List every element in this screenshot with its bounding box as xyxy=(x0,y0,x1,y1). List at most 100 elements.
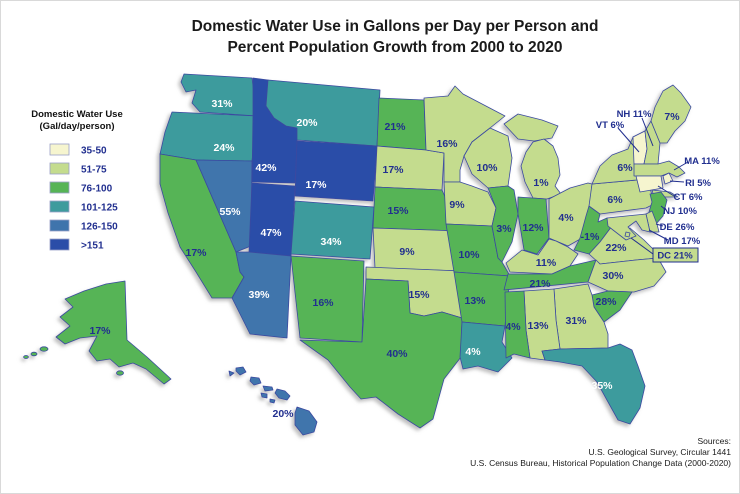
state-label-wa: 31% xyxy=(211,98,233,110)
state-ak xyxy=(55,280,172,385)
state-or xyxy=(159,111,258,162)
state-label-id: 42% xyxy=(255,162,277,174)
state-label-va: 22% xyxy=(605,242,627,254)
state-hi xyxy=(228,366,318,436)
state-label-ut: 47% xyxy=(260,227,282,239)
callout-line-ma xyxy=(673,161,689,171)
state-label-la: 4% xyxy=(465,346,481,358)
legend-swatch-2 xyxy=(49,181,70,194)
callout-line-nj xyxy=(660,205,667,211)
state-la xyxy=(459,321,513,373)
state-label-hi: 20% xyxy=(272,408,294,420)
callout-label-ri: RI 5% xyxy=(685,178,711,189)
state-label-fl: 35% xyxy=(591,380,613,392)
state-label-wi: 10% xyxy=(476,162,498,174)
callout-label-nh: NH 11% xyxy=(617,109,652,120)
state-label-nm: 16% xyxy=(312,297,334,309)
state-label-mi: 1% xyxy=(533,177,549,189)
state-label-ia: 9% xyxy=(449,199,465,211)
state-in xyxy=(517,196,550,255)
sources-line1: Sources: xyxy=(697,436,731,446)
state-label-az: 39% xyxy=(248,289,270,301)
legend-label-4: 126-150 xyxy=(81,222,118,233)
state-tx xyxy=(299,278,463,429)
legend-swatch-0 xyxy=(49,143,70,156)
hawaii xyxy=(228,366,318,436)
state-label-mn: 16% xyxy=(436,138,458,150)
state-ky xyxy=(505,238,579,275)
kodiak-island xyxy=(116,370,124,376)
state-wy xyxy=(294,140,378,202)
callout-line-dc xyxy=(630,237,654,255)
callout-line-md xyxy=(648,229,669,241)
state-label-sd: 17% xyxy=(382,164,404,176)
callout-box-dc xyxy=(652,247,699,263)
state-il xyxy=(487,185,519,263)
legend-swatch-5 xyxy=(49,238,70,251)
state-label-co: 34% xyxy=(320,236,342,248)
map-title-line1: Domestic Water Use in Gallons per Day pe… xyxy=(192,18,599,35)
aleutian-island-2 xyxy=(30,351,38,357)
state-label-ak: 17% xyxy=(89,325,111,337)
legend-label-0: 35-50 xyxy=(81,146,107,157)
state-label-nc: 30% xyxy=(602,270,624,282)
state-label-wy: 17% xyxy=(305,179,327,191)
state-az xyxy=(231,251,292,339)
state-label-wv: -1% xyxy=(581,231,600,243)
state-label-tn: 21% xyxy=(529,278,551,290)
callout-label-de: DE 26% xyxy=(660,222,695,233)
callout-labels: NH 11% VT 6% MA 11% RI 5% CT 6% NJ 10% D… xyxy=(596,109,720,263)
callout-lines xyxy=(617,117,689,255)
legend: Domestic Water Use (Gal/day/person) 35-5… xyxy=(31,109,123,252)
legend-swatch-4 xyxy=(49,219,70,232)
state-labels: 31% 24% 17% 55% 42% 20% 17% 47% 34% 39% … xyxy=(89,98,680,420)
state-label-al: 13% xyxy=(527,320,549,332)
lower-48 xyxy=(159,73,692,429)
state-label-ca: 17% xyxy=(185,247,207,259)
legend-label-1: 51-75 xyxy=(81,165,107,176)
state-label-or: 24% xyxy=(213,142,235,154)
state-ct xyxy=(635,175,664,193)
sources: Sources: U.S. Geological Survey, Circula… xyxy=(470,436,731,468)
state-label-ny: 6% xyxy=(617,162,633,174)
state-mi-upper-peninsula xyxy=(503,113,559,142)
state-label-nd: 21% xyxy=(384,121,406,133)
state-label-ms: 4% xyxy=(505,321,521,333)
state-label-mo: 10% xyxy=(458,249,480,261)
state-label-sc: 28% xyxy=(595,296,617,308)
state-co xyxy=(290,200,375,260)
aleutian-island-3 xyxy=(23,355,29,359)
state-label-ks: 9% xyxy=(399,246,415,258)
state-label-ga: 31% xyxy=(565,315,587,327)
landmass xyxy=(23,73,692,436)
state-ms xyxy=(504,290,531,359)
legend-swatch-1 xyxy=(49,162,70,175)
state-mi xyxy=(520,138,562,200)
state-sd xyxy=(374,145,445,191)
legend-label-2: 76-100 xyxy=(81,184,113,195)
state-label-me: 7% xyxy=(664,111,680,123)
state-label-nv: 55% xyxy=(219,206,241,218)
state-label-tx: 40% xyxy=(386,348,408,360)
sources-line2: U.S. Geological Survey, Circular 1441 xyxy=(588,447,731,457)
state-label-oh: 4% xyxy=(558,212,574,224)
state-fl xyxy=(541,343,646,425)
callout-label-ma: MA 11% xyxy=(684,156,720,167)
state-label-pa: 6% xyxy=(607,194,623,206)
state-label-mt: 20% xyxy=(296,117,318,129)
legend-title-line1: Domestic Water Use xyxy=(31,109,123,120)
callout-line-ct xyxy=(657,185,675,197)
callout-line-nh xyxy=(641,117,654,147)
callout-label-vt: VT 6% xyxy=(596,120,625,131)
callout-line-vt xyxy=(617,127,640,153)
state-label-ky: 11% xyxy=(536,257,557,269)
state-label-ar: 13% xyxy=(464,295,486,307)
state-label-il: 3% xyxy=(496,223,512,235)
alaska xyxy=(23,280,172,385)
state-me xyxy=(650,84,692,144)
callout-label-md: MD 17% xyxy=(664,236,701,247)
sources-line3: U.S. Census Bureau, Historical Populatio… xyxy=(470,458,731,468)
callout-label-dc: DC 21% xyxy=(657,251,693,262)
state-ut xyxy=(248,182,296,257)
legend-label-5: >151 xyxy=(81,241,104,252)
